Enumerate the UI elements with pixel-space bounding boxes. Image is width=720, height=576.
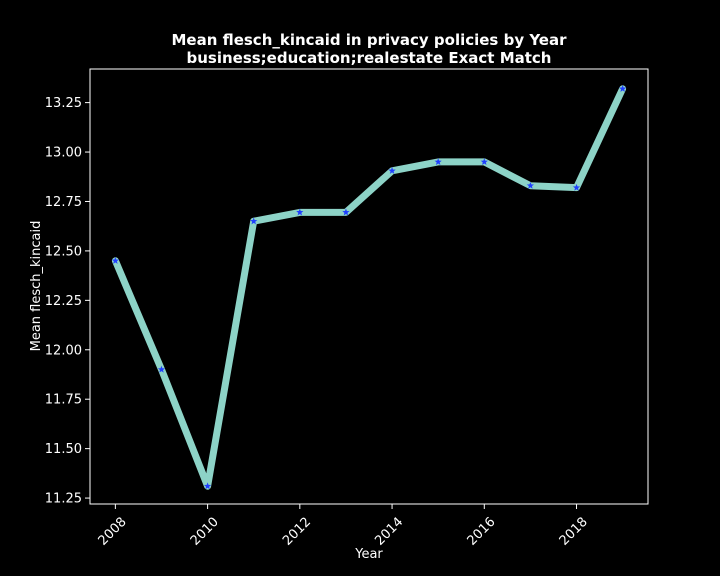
plot-area [111, 84, 627, 490]
x-tick-label: 2010 [188, 515, 222, 549]
y-tick-label: 11.50 [45, 442, 82, 457]
data-point-2008 [111, 257, 119, 264]
y-axis-label: Mean flesch_kincaid [29, 221, 44, 352]
data-point-2009 [157, 365, 166, 373]
x-tick-label: 2012 [280, 515, 314, 549]
series-line [111, 85, 627, 490]
chart-subtitle: business;education;realestate Exact Matc… [186, 49, 551, 67]
data-point-2011 [250, 217, 258, 225]
x-tick-label: 2008 [96, 515, 130, 549]
y-axis-ticks: 11.25 11.50 11.75 12.00 12.25 12.50 12.75 13.00… [45, 96, 90, 507]
y-tick-label: 12.25 [45, 294, 82, 309]
data-point-2018 [572, 183, 581, 191]
y-tick-label: 12.75 [45, 195, 82, 210]
x-tick-label: 2016 [465, 515, 499, 549]
y-tick-label: 13.25 [45, 96, 82, 111]
y-tick-label: 13.00 [45, 146, 82, 161]
data-point-2012 [296, 208, 304, 216]
data-point-2013 [342, 208, 350, 216]
chart-title: Mean flesch_kincaid in privacy policies … [171, 31, 567, 49]
y-tick-label: 12.00 [45, 343, 82, 358]
data-markers [111, 84, 627, 490]
y-tick-label: 11.75 [45, 393, 82, 408]
data-point-2019 [619, 84, 627, 92]
data-point-2010 [203, 482, 212, 490]
y-tick-label: 12.50 [45, 244, 82, 259]
x-tick-label: 2018 [557, 515, 591, 549]
data-point-2016 [480, 158, 488, 166]
y-tick-label: 11.25 [45, 492, 82, 507]
x-tick-label: 2014 [372, 515, 406, 549]
x-axis-label: Year [354, 547, 383, 562]
data-point-2014 [388, 167, 396, 174]
data-point-2015 [434, 158, 442, 166]
data-point-2017 [526, 181, 535, 189]
x-axis-ticks: 2008 2010 2012 2014 2016 2018 [96, 504, 591, 549]
plot-frame [89, 68, 649, 505]
